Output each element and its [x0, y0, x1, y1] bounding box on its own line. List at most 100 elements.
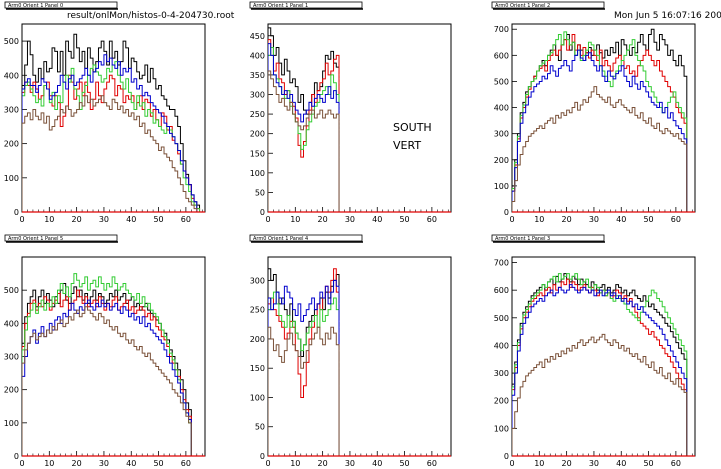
x-tick-label: 0: [509, 215, 514, 224]
y-tick-label: 500: [4, 286, 19, 295]
histogram-series-red: [512, 33, 693, 212]
y-tick-label: 300: [4, 353, 19, 362]
x-tick-label: 10: [534, 215, 544, 224]
y-tick-label: 0: [260, 208, 265, 217]
y-tick-label: 0: [14, 208, 19, 217]
histogram-series-blue: [22, 54, 203, 212]
y-tick-label: 400: [4, 71, 19, 80]
x-tick-label: 30: [589, 215, 599, 224]
histogram-panel: Arm0 Orient 1 Panel 5 0 100 200 300 400 500 0 10…: [4, 234, 206, 468]
x-tick-label: 40: [372, 215, 382, 224]
y-tick-label: 300: [494, 369, 509, 378]
panel-title-box: [249, 234, 363, 242]
x-tick-label: 20: [318, 215, 328, 224]
y-tick-label: 200: [494, 397, 509, 406]
x-tick-label: 60: [181, 459, 191, 468]
x-tick-label: 50: [399, 215, 409, 224]
x-tick-label: 40: [126, 459, 136, 468]
y-tick-label: 0: [14, 452, 19, 461]
y-tick-label: 400: [250, 51, 265, 60]
y-tick-label: 100: [494, 424, 509, 433]
histogram-series-green: [268, 291, 342, 456]
histogram-series-black: [22, 33, 203, 212]
histogram-panel: Arm0 Orient 1 Panel 10501001502002503003…: [249, 1, 452, 224]
x-tick-label: 50: [643, 215, 653, 224]
x-tick-label: 10: [290, 215, 300, 224]
histogram-series-blue: [22, 299, 203, 456]
x-tick-label: 10: [290, 459, 300, 468]
x-tick-label: 60: [671, 215, 681, 224]
histogram-series-black: [22, 283, 203, 456]
histogram-series-red: [512, 278, 693, 456]
y-tick-label: 150: [250, 364, 265, 373]
x-tick-label: 0: [19, 215, 24, 224]
y-tick-label: 500: [4, 37, 19, 46]
y-tick-label: 50: [255, 188, 265, 197]
y-tick-label: 0: [260, 452, 265, 461]
y-tick-label: 200: [4, 386, 19, 395]
x-tick-label: 40: [616, 215, 626, 224]
y-tick-label: 700: [494, 259, 509, 268]
south-label: SOUTH: [393, 121, 432, 134]
series-group: [22, 273, 203, 456]
x-tick-label: 20: [562, 215, 572, 224]
x-tick-label: 20: [318, 459, 328, 468]
y-tick-label: 250: [250, 110, 265, 119]
histogram-series-blue: [512, 49, 693, 212]
y-tick-label: 100: [250, 169, 265, 178]
y-tick-label: 100: [494, 182, 509, 191]
x-tick-label: 0: [19, 459, 24, 468]
histogram-series-brown: [268, 326, 342, 456]
y-tick-label: 450: [250, 32, 265, 41]
plot-frame: [21, 256, 206, 457]
x-tick-label: 50: [153, 459, 163, 468]
x-tick-label: 20: [562, 459, 572, 468]
y-tick-label: 150: [250, 149, 265, 158]
x-tick-label: 10: [44, 215, 54, 224]
y-tick-label: 200: [250, 335, 265, 344]
y-tick-label: 300: [494, 130, 509, 139]
y-tick-label: 250: [250, 306, 265, 315]
panel-title: Arm0 Orient 1 Panel 5: [8, 236, 63, 242]
y-tick-label: 200: [250, 130, 265, 139]
y-tick-label: 300: [250, 276, 265, 285]
histogram-series-green: [512, 273, 693, 456]
x-tick-label: 10: [534, 459, 544, 468]
panel-title-box: [4, 1, 118, 9]
y-tick-label: 200: [494, 156, 509, 165]
timestamp: Mon Jun 5 16:07:16 2006: [614, 11, 721, 21]
y-tick-label: 600: [494, 51, 509, 60]
x-tick-label: 60: [427, 215, 437, 224]
y-tick-label: 700: [494, 25, 509, 34]
y-tick-label: 500: [494, 77, 509, 86]
panel-title: Arm0 Orient 1 Panel 3: [495, 236, 550, 242]
x-tick-label: 0: [509, 459, 514, 468]
histogram-series-green: [22, 61, 203, 212]
x-tick-label: 60: [671, 459, 681, 468]
root-file-name: result/onlMon/histos-0-4-204730.root: [67, 11, 235, 21]
y-tick-label: 350: [250, 71, 265, 80]
series-group: [512, 28, 693, 212]
histogram-panel: Arm0 Orient 1 Panel 30100200300400500600…: [491, 234, 696, 468]
x-tick-label: 0: [265, 215, 270, 224]
x-tick-label: 40: [616, 459, 626, 468]
y-tick-label: 100: [4, 419, 19, 428]
panel-title: Arm0 Orient 1 Panel 0: [8, 3, 63, 9]
panel-title-box: [4, 234, 118, 242]
x-tick-label: 60: [427, 459, 437, 468]
histogram-series-brown: [512, 86, 693, 212]
x-tick-label: 20: [72, 459, 82, 468]
plot-frame: [267, 256, 452, 457]
y-tick-label: 600: [494, 286, 509, 295]
x-tick-label: 40: [126, 215, 136, 224]
y-tick-label: 300: [4, 105, 19, 114]
histogram-series-brown: [22, 95, 203, 212]
series-group: [512, 273, 693, 456]
y-tick-label: 400: [494, 341, 509, 350]
y-tick-label: 0: [504, 452, 509, 461]
y-tick-label: 50: [255, 423, 265, 432]
panel-title-box: [491, 1, 605, 9]
x-tick-label: 30: [99, 215, 109, 224]
y-tick-label: 300: [250, 91, 265, 100]
